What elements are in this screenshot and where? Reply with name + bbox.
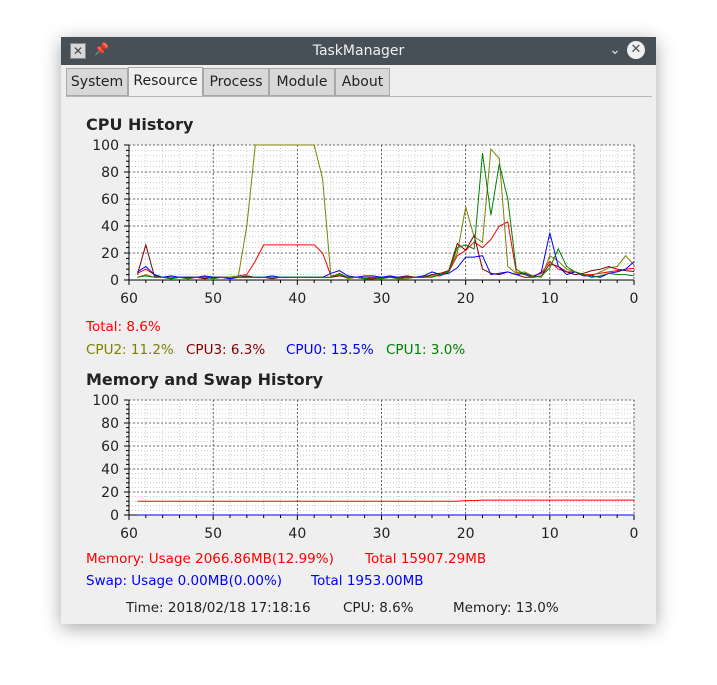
- tab-process[interactable]: Process: [203, 68, 269, 96]
- tab-about[interactable]: About: [335, 68, 390, 96]
- cpu-x-tick-label: 0: [630, 291, 639, 307]
- mem-x-tick-label: 60: [120, 526, 138, 542]
- memory-total-label: Total 15907.29MB: [365, 551, 487, 567]
- cpu-total-label: Total: 8.6%: [86, 319, 161, 335]
- mem-x-tick-label: 30: [373, 526, 391, 542]
- pin-icon[interactable]: 📌: [94, 42, 109, 56]
- close-icon[interactable]: ✕: [627, 41, 645, 59]
- status-time: Time: 2018/02/18 17:18:16: [126, 600, 311, 616]
- cpu-y-tick-label: 80: [101, 165, 119, 181]
- mem-x-tick-label: 50: [204, 526, 222, 542]
- cpu-y-tick-label: 0: [110, 273, 119, 289]
- mem-x-tick-label: 0: [630, 526, 639, 542]
- cpu-y-tick-label: 40: [101, 219, 119, 235]
- tab-module[interactable]: Module: [269, 68, 335, 96]
- mem-x-tick-label: 20: [457, 526, 475, 542]
- swap-usage-label: Swap: Usage 0.00MB(0.00%): [86, 573, 283, 589]
- cpu-y-tick-label: 100: [92, 138, 119, 154]
- title-bar[interactable]: ✕ 📌 TaskManager ⌄ ✕: [61, 37, 656, 65]
- cpu-x-tick-label: 30: [373, 291, 391, 307]
- chevron-down-icon[interactable]: ⌄: [609, 42, 621, 58]
- mem-x-tick-label: 10: [541, 526, 559, 542]
- taskmanager-window: ✕ 📌 TaskManager ⌄ ✕ System Resource Proc…: [61, 37, 656, 624]
- cpu-y-tick-label: 20: [101, 246, 119, 262]
- cpu0-legend: CPU0: 13.5%: [286, 342, 374, 358]
- cpu-x-tick-label: 20: [457, 291, 475, 307]
- cpu-x-tick-label: 60: [120, 291, 138, 307]
- tab-system[interactable]: System: [66, 68, 128, 96]
- mem-y-tick-label: 40: [101, 462, 119, 478]
- cpu-x-tick-label: 10: [541, 291, 559, 307]
- cpu-series-cpu1: [137, 153, 635, 280]
- tab-divider: [66, 96, 652, 97]
- cpu2-legend: CPU2: 11.2%: [86, 342, 174, 358]
- taskmanager-app-icon[interactable]: ✕: [70, 43, 86, 59]
- swap-total-label: Total 1953.00MB: [311, 573, 424, 589]
- memory-history-title: Memory and Swap History: [86, 370, 324, 389]
- mem-y-tick-label: 80: [101, 416, 119, 432]
- mem-x-tick-label: 40: [288, 526, 306, 542]
- mem-y-tick-label: 0: [110, 508, 119, 524]
- mem-y-tick-label: 60: [101, 439, 119, 455]
- cpu3-legend: CPU3: 6.3%: [186, 342, 266, 358]
- window-title: TaskManager: [312, 43, 405, 59]
- mem-series-memory: [137, 499, 634, 502]
- cpu-history-title: CPU History: [86, 115, 194, 134]
- mem-y-tick-label: 20: [101, 485, 119, 501]
- cpu1-legend: CPU1: 3.0%: [386, 342, 466, 358]
- status-memory: Memory: 13.0%: [453, 600, 559, 616]
- cpu-x-tick-label: 40: [288, 291, 306, 307]
- mem-y-tick-label: 100: [92, 393, 119, 409]
- status-cpu: CPU: 8.6%: [343, 600, 414, 616]
- memory-usage-label: Memory: Usage 2066.86MB(12.99%): [86, 551, 334, 567]
- cpu-x-tick-label: 50: [204, 291, 222, 307]
- cpu-y-tick-label: 60: [101, 192, 119, 208]
